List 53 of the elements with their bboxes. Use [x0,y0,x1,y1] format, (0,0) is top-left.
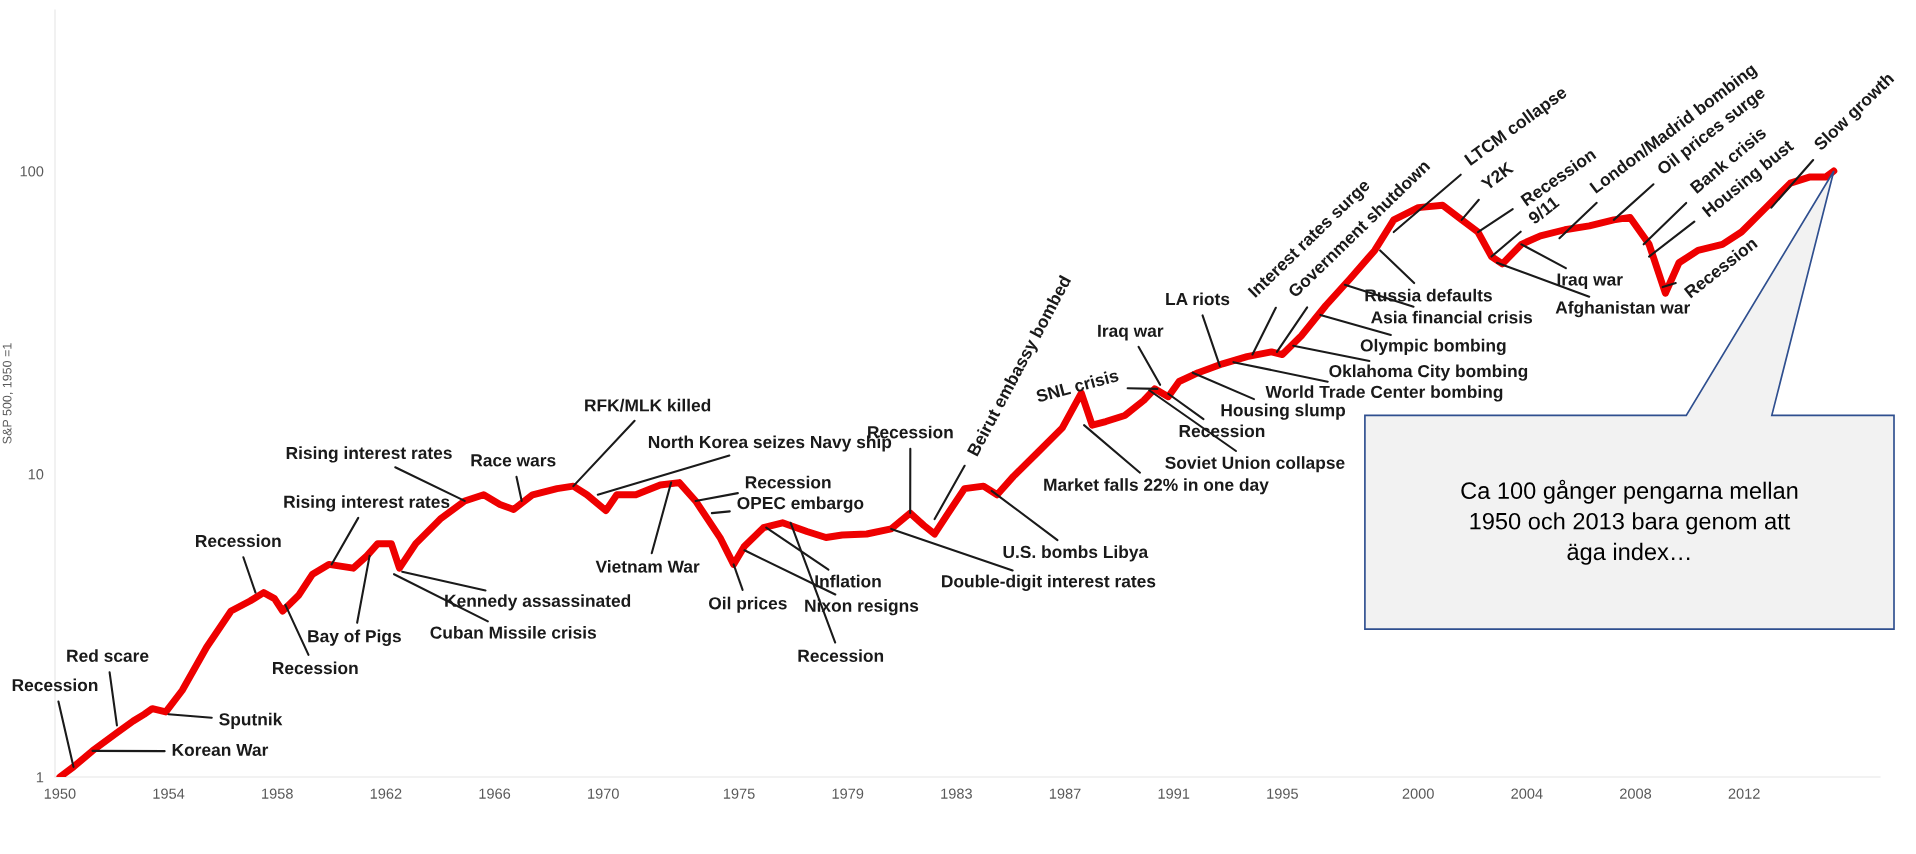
annotation: Market falls 22% in one day [1044,478,1269,495]
annotation: Double-digit interest rates [942,574,1156,591]
x-tick-label: 1983 [941,788,972,799]
annotation: Sputnik [219,712,283,729]
annotation: Housing slump [1221,403,1346,420]
annotation: Inflation [815,574,881,588]
annotation: LA riots [1166,292,1230,306]
x-tick-label: 2008 [1620,788,1652,799]
annotation: Olympic bombing [1360,338,1506,356]
x-tick-label: 1975 [723,788,755,799]
x-tick-label: 1970 [588,788,619,799]
x-tick-label: 1950 [44,788,76,799]
x-tick-label: 1954 [153,788,185,799]
annotation: Race wars [471,454,556,467]
annotation: Iraq war [1557,273,1623,290]
x-tick-label: 1958 [262,788,293,799]
y-axis-title: S&P 500, 1950 =1 [2,343,14,444]
y-tick-label: 100 [20,166,44,177]
x-tick-label: 1962 [370,788,402,799]
annotation: Afghanistan war [1555,300,1690,318]
annotation: RFK/MLK killed [585,398,711,412]
annotation: Ca 100 gånger pengarna mellan 1950 och 2013 bara genom att äga index… [1461,479,1798,565]
annotation: U.S. bombs Libya [1003,545,1149,562]
annotation: Rising interest rates [286,446,452,463]
annotation: Bay of Pigs [308,629,401,646]
annotation: OPEC embargo [737,496,864,513]
x-tick-label: 1979 [832,788,864,799]
annotation: World Trade Center bombing [1265,385,1503,402]
annotation: Red scare [67,649,149,662]
annotation: Recession [273,661,358,675]
annotation: Recession [745,475,831,489]
annotation: Oklahoma City bombing [1329,364,1528,381]
annotation: Recession [196,534,281,548]
annotation: Iraq war [1098,324,1164,341]
annotation: Recession [798,649,884,662]
annotation: Vietnam War [595,560,700,573]
annotation: Asia financial crisis [1371,310,1533,324]
x-tick-label: 1987 [1049,788,1081,799]
x-tick-label: 2012 [1728,788,1760,799]
y-tick-label: 1 [36,772,44,783]
x-tick-label: 2004 [1511,788,1543,799]
annotation: SNL crisis [1035,368,1120,403]
annotation: Oil prices [708,596,787,613]
x-tick-label: 1966 [479,788,511,799]
x-tick-label: 1995 [1267,788,1298,799]
y-tick-label: 10 [28,469,44,480]
annotation: Korean War [172,743,269,757]
annotation: Rising interest rates [284,495,450,512]
x-tick-label: 2000 [1402,788,1434,799]
x-tick-label: 1991 [1158,788,1190,799]
annotation: Recession [12,678,98,692]
annotation: Cuban Missile crisis [430,625,596,639]
annotation: Soviet Union collapse [1165,456,1345,473]
